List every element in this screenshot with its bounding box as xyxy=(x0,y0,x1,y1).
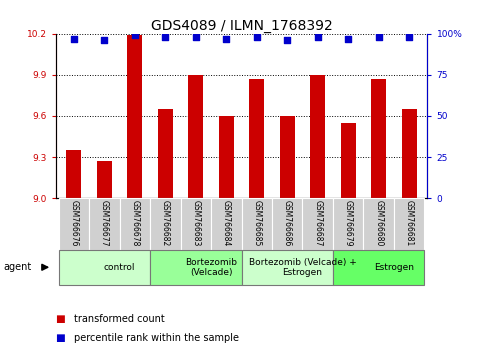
Bar xyxy=(150,198,181,250)
Bar xyxy=(157,109,173,198)
Text: ■: ■ xyxy=(56,333,65,343)
Point xyxy=(70,36,78,41)
Text: GSM766684: GSM766684 xyxy=(222,200,231,246)
Text: Bortezomib
(Velcade): Bortezomib (Velcade) xyxy=(185,258,237,277)
Bar xyxy=(394,198,425,250)
Text: GSM766681: GSM766681 xyxy=(405,200,413,246)
Bar xyxy=(97,161,112,198)
Bar xyxy=(280,116,295,198)
Bar xyxy=(58,250,150,285)
Point xyxy=(375,34,383,40)
Bar xyxy=(242,198,272,250)
Text: GSM766685: GSM766685 xyxy=(252,200,261,246)
Text: Estrogen: Estrogen xyxy=(374,263,414,272)
Text: Bortezomib (Velcade) +
Estrogen: Bortezomib (Velcade) + Estrogen xyxy=(249,258,356,277)
Text: percentile rank within the sample: percentile rank within the sample xyxy=(74,333,239,343)
Text: ■: ■ xyxy=(56,314,65,324)
Text: GSM766676: GSM766676 xyxy=(70,200,78,246)
Bar xyxy=(181,198,211,250)
Bar xyxy=(341,123,356,198)
Text: GSM766679: GSM766679 xyxy=(344,200,353,246)
Bar xyxy=(363,198,394,250)
Bar xyxy=(120,198,150,250)
Bar xyxy=(58,198,89,250)
Bar xyxy=(242,250,333,285)
Text: GSM766687: GSM766687 xyxy=(313,200,322,246)
Bar xyxy=(219,116,234,198)
Text: GSM766680: GSM766680 xyxy=(374,200,383,246)
Text: control: control xyxy=(104,263,135,272)
Point xyxy=(344,36,352,41)
Bar xyxy=(333,250,425,285)
Point xyxy=(192,34,199,40)
Bar xyxy=(127,35,142,198)
Bar xyxy=(371,79,386,198)
Text: GSM766683: GSM766683 xyxy=(191,200,200,246)
Point xyxy=(222,36,230,41)
Bar xyxy=(272,198,302,250)
Point xyxy=(131,33,139,38)
Bar xyxy=(310,75,326,198)
Point xyxy=(161,34,169,40)
Bar xyxy=(211,198,242,250)
Text: GSM766682: GSM766682 xyxy=(161,200,170,246)
Bar xyxy=(249,79,264,198)
Point xyxy=(284,38,291,43)
Text: GSM766686: GSM766686 xyxy=(283,200,292,246)
Point xyxy=(405,34,413,40)
Bar xyxy=(66,150,82,198)
Text: transformed count: transformed count xyxy=(74,314,165,324)
Bar xyxy=(333,198,363,250)
Bar xyxy=(401,109,417,198)
Bar xyxy=(150,250,242,285)
Text: GSM766678: GSM766678 xyxy=(130,200,139,246)
Text: agent: agent xyxy=(4,262,32,272)
Bar xyxy=(188,75,203,198)
Bar xyxy=(89,198,120,250)
Point xyxy=(253,34,261,40)
Point xyxy=(100,38,108,43)
Bar xyxy=(302,198,333,250)
Text: GSM766677: GSM766677 xyxy=(100,200,109,246)
Point xyxy=(314,34,322,40)
Title: GDS4089 / ILMN_1768392: GDS4089 / ILMN_1768392 xyxy=(151,19,332,33)
